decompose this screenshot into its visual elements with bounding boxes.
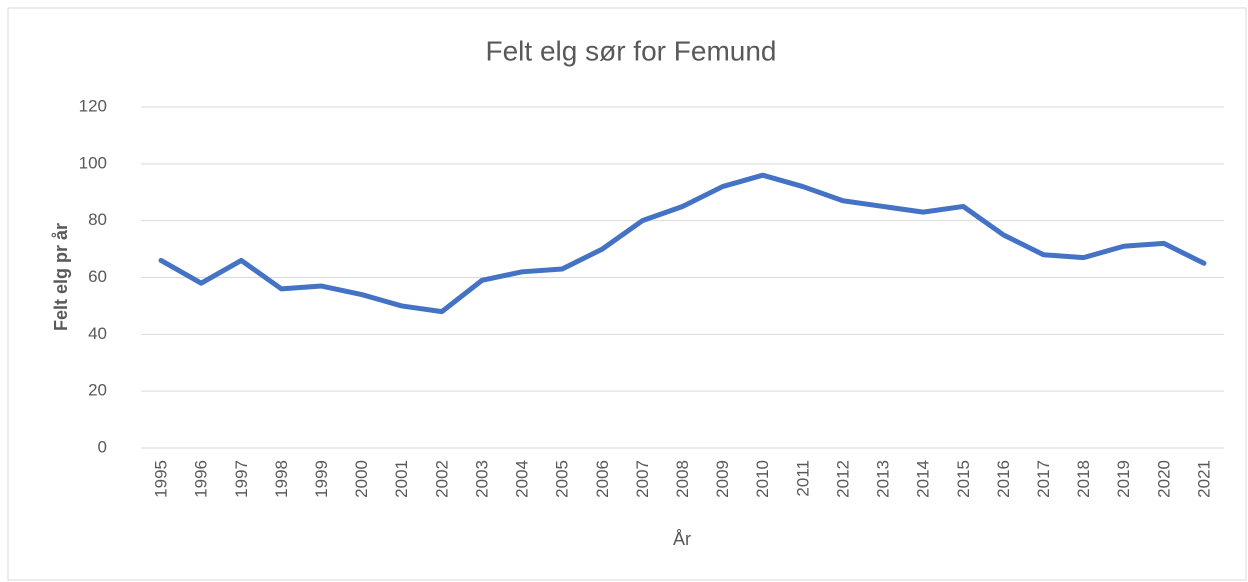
x-tick-label: 2011 (793, 460, 812, 497)
x-tick-label: 1997 (232, 460, 251, 498)
x-tick-label: 2001 (392, 460, 411, 498)
x-tick-label: 2018 (1074, 460, 1093, 498)
line-series (158, 172, 1207, 315)
x-tick-label: 2017 (1034, 460, 1053, 498)
x-tick-label: 2000 (352, 460, 371, 498)
x-tick-label: 2019 (1114, 460, 1133, 498)
y-tick-label: 0 (98, 437, 107, 456)
y-axis-label: Felt elg pr år (51, 223, 71, 331)
y-tick-label: 40 (88, 324, 107, 343)
x-tick-label: 1999 (312, 460, 331, 498)
x-axis-label: År (673, 529, 691, 549)
x-tick-label: 2003 (472, 460, 491, 498)
chart-border (7, 7, 1247, 581)
x-tick-label: 1998 (272, 460, 291, 498)
x-tick-label: 2016 (994, 460, 1013, 498)
x-tick-label: 1996 (192, 460, 211, 498)
x-tick-label: 2004 (513, 460, 532, 498)
x-tick-label: 2012 (833, 460, 852, 498)
x-tick-label: 2021 (1194, 460, 1213, 498)
x-tick-label: 2015 (954, 460, 973, 498)
x-tick-label: 2020 (1154, 460, 1173, 498)
y-tick-label: 100 (79, 153, 107, 172)
x-tick-label: 2006 (593, 460, 612, 498)
y-tick-label: 20 (88, 381, 107, 400)
y-tick-label: 120 (79, 96, 107, 115)
y-tick-label: 60 (88, 267, 107, 286)
chart-title: Felt elg sør for Femund (486, 35, 777, 66)
x-tick-label: 2014 (914, 460, 933, 498)
x-tick-label: 2013 (874, 460, 893, 498)
y-tick-label: 80 (88, 210, 107, 229)
x-tick-label: 2008 (673, 460, 692, 498)
x-tick-label: 2002 (432, 460, 451, 498)
x-tick-label: 2010 (753, 460, 772, 498)
x-tick-label: 2005 (553, 460, 572, 498)
x-tick-label: 2007 (633, 460, 652, 498)
x-tick-label: 2009 (713, 460, 732, 498)
x-tick-label: 1995 (152, 460, 171, 498)
